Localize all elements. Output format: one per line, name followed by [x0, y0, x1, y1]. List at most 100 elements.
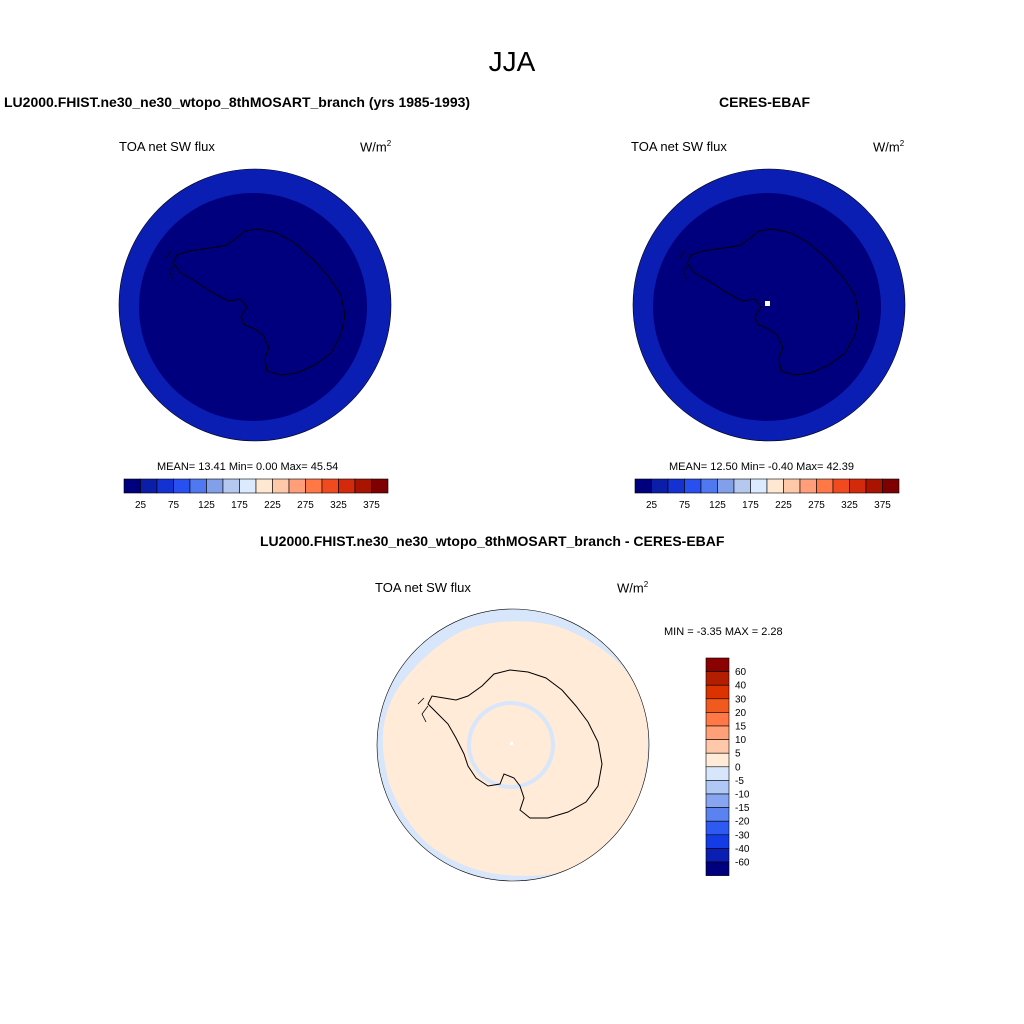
panel2-antarctica-outline [686, 228, 860, 376]
panel1-colorbar-box [288, 478, 306, 494]
panel3-colorbar-box [705, 684, 730, 700]
panel3-colorbar-tick-label: 5 [735, 749, 741, 760]
panel3-colorbar-tick-label: 0 [735, 762, 741, 773]
panel2-colorbar-box [849, 478, 867, 494]
panel2-colorbar-box [832, 478, 850, 494]
panel1-polar-map [118, 168, 392, 442]
panel2-colorbar-tick-label: 325 [841, 500, 858, 511]
panel3-colorbar-box [705, 657, 730, 672]
panel1-colorbar-box [272, 478, 290, 494]
panel2-units: W/m2 [873, 139, 905, 155]
panel3-colorbar-tick-label: 60 [735, 667, 747, 678]
panel1-colorbar-box [173, 478, 191, 494]
panel3-polar-map [376, 608, 650, 882]
panel3-positive-difference-region [382, 621, 648, 876]
panel1-colorbar-tick-label: 375 [363, 500, 380, 511]
panel2-colorbar-box [882, 478, 900, 494]
panel1-colorbar-tick-label: 175 [231, 500, 248, 511]
panel1-title: LU2000.FHIST.ne30_ne30_wtopo_8thMOSART_b… [4, 94, 471, 110]
panel2-colorbar-tick-label: 225 [775, 500, 792, 511]
panel3-colorbar-box [705, 780, 730, 795]
panel1-colorbar: 25 75 125 175 225 275 325 375 [123, 478, 389, 511]
panel2-colorbar-box [766, 478, 784, 494]
panel3-colorbar-tick-label: 15 [735, 722, 747, 733]
panel1-colorbar-tick-label: 225 [264, 500, 281, 511]
panel3-colorbar-tick-label: -30 [735, 830, 750, 841]
panel1-colorbar-box [371, 478, 389, 494]
panel2-colorbar-box [816, 478, 834, 494]
panel2-colorbar-tick-label: 25 [646, 500, 658, 511]
panel1-colorbar-tick-label: 275 [297, 500, 314, 511]
panel3-colorbar-box [705, 793, 730, 808]
panel2-colorbar: 25 75 125 175 225 275 325 375 [634, 478, 900, 511]
panel2-colorbar-box [717, 478, 735, 494]
panel3-colorbar-box [705, 698, 730, 713]
panel1-inner-field [139, 193, 367, 421]
panel1-colorbar-box [255, 478, 273, 494]
panel3-colorbar-box [705, 834, 730, 849]
panel3-colorbar-tick-label: -40 [735, 844, 750, 855]
panel3-colorbar-box [705, 739, 730, 754]
panel3-colorbar-box [705, 752, 730, 768]
panel3-colorbar-tick-label: -20 [735, 817, 750, 828]
panel3-polar-ring [467, 701, 555, 789]
panel1-colorbar-box [189, 478, 207, 494]
panel3-colorbar-box [705, 671, 730, 686]
panel2-stats: MEAN= 12.50 Min= -0.40 Max= 42.39 [669, 461, 854, 473]
panel3-minmax: MIN = -3.35 MAX = 2.28 [664, 626, 783, 638]
panel1-antarctica-outline [172, 228, 346, 376]
panel3-colorbar: 60 40 30 20 15 10 5 0 -5 -10 -15 -20 -30 -40 -60 [705, 657, 750, 876]
panel2-variable-label: TOA net SW flux [631, 139, 727, 154]
panel3-title: LU2000.FHIST.ne30_ne30_wtopo_8thMOSART_b… [260, 533, 725, 549]
panel2-colorbar-box [700, 478, 718, 494]
panel2-colorbar-box [667, 478, 685, 494]
panel2-colorbar-box [865, 478, 883, 494]
panel3-colorbar-box [705, 712, 730, 727]
panel2-colorbar-tick-label: 375 [874, 500, 891, 511]
panel3-colorbar-tick-label: 10 [735, 735, 747, 746]
panel3-antarctica-outline [427, 669, 603, 819]
panel3-colorbar-box [705, 766, 730, 781]
panel3-colorbar-box [705, 848, 730, 863]
panel3-colorbar-tick-label: -5 [735, 776, 744, 787]
panel3-colorbar-box [705, 807, 730, 822]
main-title: JJA [488, 46, 536, 77]
panel2-colorbar-tick-label: 275 [808, 500, 825, 511]
panel3-colorbar-tick-label: -15 [735, 803, 750, 814]
panel3-colorbar-tick-label: -10 [735, 790, 750, 801]
panel1-colorbar-box [321, 478, 339, 494]
panel3-units: W/m2 [617, 580, 649, 596]
panel2-missing-data-point [765, 301, 770, 306]
panel1-colorbar-box [239, 478, 257, 494]
panel2-colorbar-box [733, 478, 751, 494]
panel3-colorbar-box [705, 725, 730, 740]
panel2-colorbar-tick-label: 175 [742, 500, 759, 511]
panel2-colorbar-tick-label: 125 [709, 500, 726, 511]
panel1-colorbar-box [338, 478, 356, 494]
panel1-colorbar-box [222, 478, 240, 494]
panel1-colorbar-tick-label: 75 [168, 500, 180, 511]
panel3-colorbar-box [705, 820, 730, 836]
panel1-colorbar-box [206, 478, 224, 494]
panel2-colorbar-box [783, 478, 801, 494]
panel1-variable-label: TOA net SW flux [119, 139, 215, 154]
panel1-colorbar-box [123, 478, 141, 494]
panel2-colorbar-box [684, 478, 702, 494]
panel1-units: W/m2 [360, 139, 392, 155]
panel3-colorbar-tick-label: 20 [735, 708, 747, 719]
panel2-colorbar-box [634, 478, 652, 494]
panel2-colorbar-box [799, 478, 817, 494]
panel3-colorbar-tick-label: 40 [735, 681, 747, 692]
panel2-colorbar-box [651, 478, 669, 494]
panel2-colorbar-tick-label: 75 [679, 500, 691, 511]
panel1-colorbar-tick-label: 25 [135, 500, 147, 511]
panel1-stats: MEAN= 13.41 Min= 0.00 Max= 45.54 [157, 461, 339, 473]
panel2-colorbar-box [750, 478, 768, 494]
panel1-colorbar-tick-label: 125 [198, 500, 215, 511]
panel3-colorbar-tick-label: -60 [735, 858, 750, 869]
panel1-colorbar-tick-label: 325 [330, 500, 347, 511]
panel2-inner-field [653, 193, 881, 421]
panel1-colorbar-box [140, 478, 158, 494]
panel2-title: CERES-EBAF [719, 94, 811, 110]
panel2-polar-map [632, 168, 906, 442]
